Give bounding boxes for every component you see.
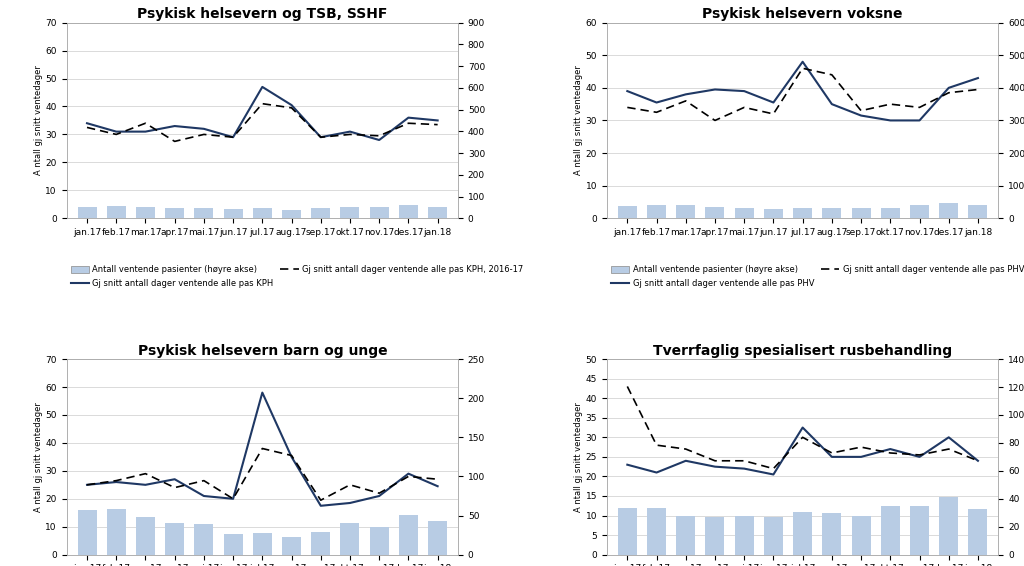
Bar — [969, 205, 987, 218]
Bar — [136, 517, 155, 555]
Bar — [822, 513, 842, 555]
Bar — [939, 497, 958, 555]
Bar — [370, 526, 389, 555]
Bar — [676, 205, 695, 218]
Bar — [136, 207, 155, 218]
Bar — [734, 208, 754, 218]
Bar — [223, 209, 243, 218]
Bar — [794, 512, 812, 555]
Bar — [195, 208, 213, 218]
Bar — [794, 208, 812, 218]
Bar — [165, 208, 184, 218]
Bar — [428, 207, 447, 218]
Bar — [676, 516, 695, 555]
Bar — [939, 203, 958, 218]
Bar — [253, 208, 271, 218]
Bar — [706, 517, 724, 555]
Bar — [165, 522, 184, 555]
Bar — [106, 207, 126, 218]
Title: Psykisk helsevern og TSB, SSHF: Psykisk helsevern og TSB, SSHF — [137, 7, 387, 22]
Bar — [617, 508, 637, 555]
Title: Tverrfaglig spesialisert rusbehandling: Tverrfaglig spesialisert rusbehandling — [653, 344, 952, 358]
Y-axis label: A ntall gj snitt ventedager: A ntall gj snitt ventedager — [573, 402, 583, 512]
Bar — [647, 205, 666, 218]
Y-axis label: A ntall gj snitt ventedager: A ntall gj snitt ventedager — [34, 402, 43, 512]
Bar — [341, 523, 359, 555]
Bar — [311, 533, 331, 555]
Bar — [253, 533, 271, 555]
Bar — [428, 521, 447, 555]
Y-axis label: A ntall gj snitt ventedager: A ntall gj snitt ventedager — [573, 66, 583, 175]
Bar — [706, 207, 724, 218]
Bar — [195, 524, 213, 555]
Bar — [399, 204, 418, 218]
Bar — [764, 209, 783, 218]
Bar — [78, 510, 96, 555]
Bar — [282, 537, 301, 555]
Bar — [78, 207, 96, 218]
Bar — [881, 506, 900, 555]
Legend: Antall ventende pasienter (høyre akse), Gj snitt antall dager ventende alle pas : Antall ventende pasienter (høyre akse), … — [611, 265, 1024, 288]
Title: Psykisk helsevern barn og unge: Psykisk helsevern barn og unge — [137, 344, 387, 358]
Bar — [764, 517, 783, 555]
Bar — [910, 506, 929, 555]
Y-axis label: A ntall gj snitt ventedager: A ntall gj snitt ventedager — [34, 66, 43, 175]
Bar — [617, 205, 637, 218]
Bar — [341, 207, 359, 218]
Bar — [734, 516, 754, 555]
Bar — [852, 516, 870, 555]
Bar — [311, 208, 331, 218]
Bar — [370, 207, 389, 218]
Title: Psykisk helsevern voksne: Psykisk helsevern voksne — [702, 7, 903, 22]
Bar — [852, 208, 870, 218]
Bar — [881, 208, 900, 218]
Legend: Antall ventende pasienter (høyre akse), Gj snitt antall dager ventende alle pas : Antall ventende pasienter (høyre akse), … — [71, 265, 523, 288]
Bar — [822, 208, 842, 218]
Bar — [969, 509, 987, 555]
Bar — [399, 515, 418, 555]
Bar — [106, 509, 126, 555]
Bar — [223, 534, 243, 555]
Bar — [282, 209, 301, 218]
Bar — [910, 205, 929, 218]
Bar — [647, 508, 666, 555]
